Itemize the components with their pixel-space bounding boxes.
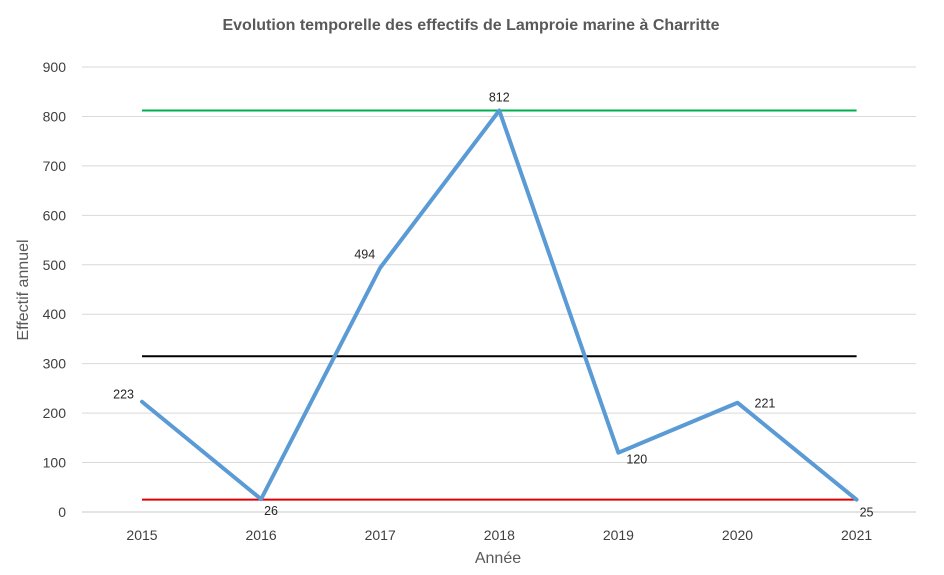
- data-label: 26: [264, 504, 278, 518]
- data-label: 120: [626, 453, 647, 467]
- data-label: 221: [755, 397, 776, 411]
- x-tick-label: 2016: [246, 527, 277, 543]
- data-label: 812: [489, 91, 510, 105]
- x-tick-label: 2020: [722, 527, 753, 543]
- data-label: 25: [860, 506, 874, 520]
- gridlines: [82, 66, 916, 513]
- y-tick-label: 200: [43, 405, 67, 421]
- x-tick-label: 2018: [484, 527, 515, 543]
- y-tick-label: 300: [43, 356, 67, 372]
- y-tick-label: 100: [43, 455, 67, 471]
- y-tick-label: 600: [43, 207, 67, 223]
- x-tick-label: 2015: [126, 527, 157, 543]
- y-tick-label: 700: [43, 158, 67, 174]
- data-label: 494: [354, 248, 375, 262]
- x-axis-title: Année: [475, 550, 521, 567]
- x-tick-label: 2019: [603, 527, 634, 543]
- series-layer: [140, 108, 859, 502]
- reference-lines: [142, 109, 857, 501]
- y-tick-label: 400: [43, 306, 67, 322]
- chart-title: Evolution temporelle des effectifs de La…: [222, 17, 719, 34]
- y-axis-title: Effectif annuel: [15, 239, 32, 340]
- y-tick-label: 900: [43, 59, 67, 75]
- series-line: [140, 108, 859, 502]
- x-tick-label: 2021: [841, 527, 872, 543]
- x-axis-ticks: 2015 2016 2017 2018 2019 2020 2021: [126, 527, 872, 543]
- y-axis-ticks: 0 100 200 300 400 500 600 700 800 900: [43, 59, 67, 520]
- data-label: 223: [113, 388, 134, 402]
- x-tick-label: 2017: [365, 527, 396, 543]
- data-labels: 223 26 494 812 120 221 25: [113, 91, 873, 520]
- y-tick-label: 800: [43, 108, 67, 124]
- y-tick-label: 0: [58, 504, 66, 520]
- y-tick-label: 500: [43, 257, 67, 273]
